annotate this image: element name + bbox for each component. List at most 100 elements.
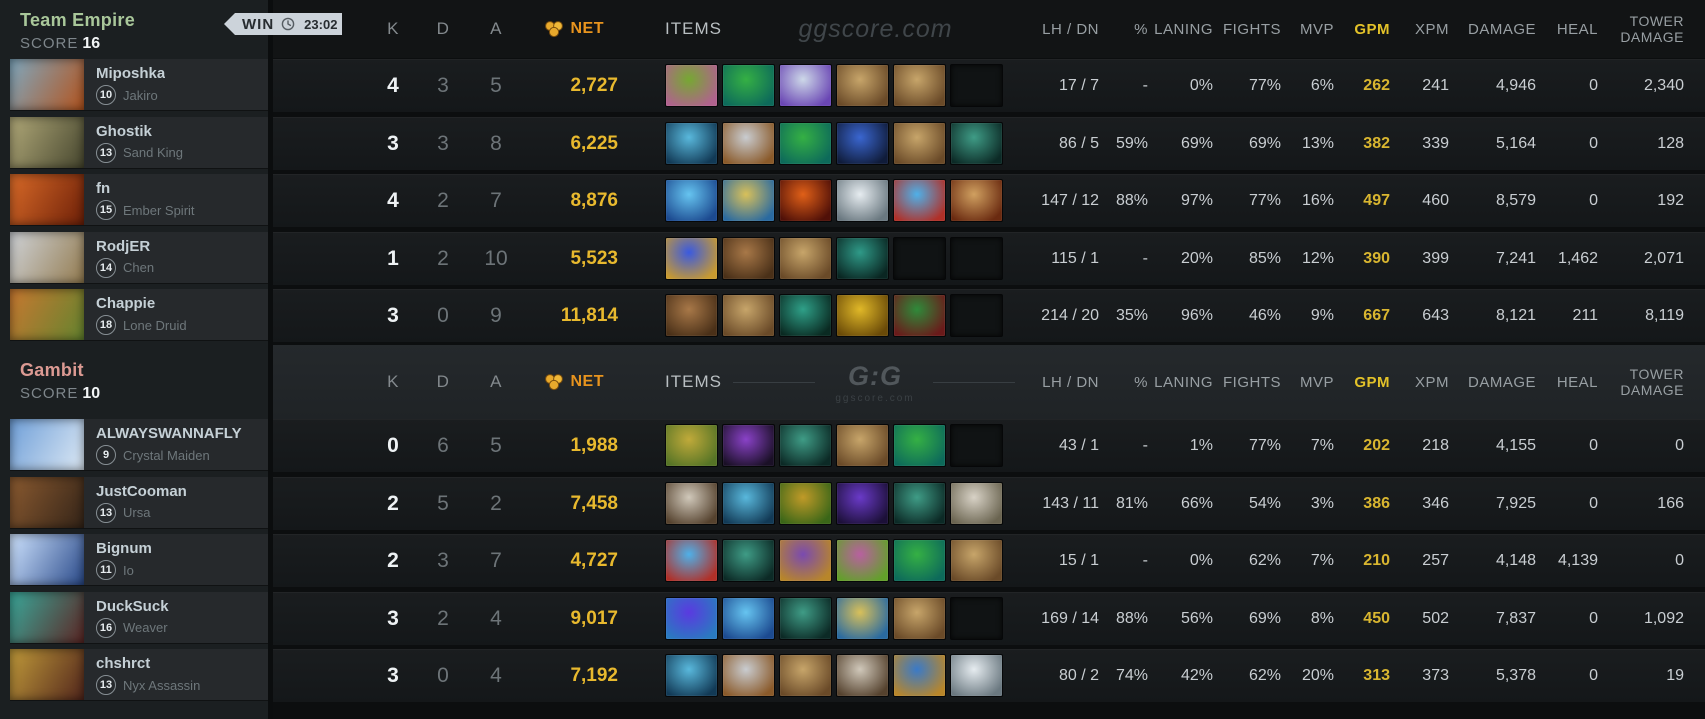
lasthits-denies-value: 169 / 14 xyxy=(1041,609,1099,627)
purple-glove-icon xyxy=(836,481,889,525)
gpm-column-header: GPM xyxy=(1354,20,1390,38)
mvp-value: 7% xyxy=(1310,437,1334,454)
heal-value: 1,462 xyxy=(1557,249,1598,267)
gpm-value: 262 xyxy=(1363,77,1390,94)
deaths-value: 0 xyxy=(437,664,449,687)
white-hammer-icon xyxy=(950,481,1003,525)
player-info: DuckSuck 16 Weaver xyxy=(84,592,169,643)
empty-icon xyxy=(950,236,1003,280)
hero-level-badge: 15 xyxy=(96,200,116,220)
magic-wand-icon xyxy=(836,236,889,280)
xpm-value: 346 xyxy=(1422,494,1449,512)
tower-damage-value: 0 xyxy=(1675,437,1684,454)
mvp-value: 20% xyxy=(1301,667,1334,684)
score-value: 10 xyxy=(82,385,101,402)
player-info: fn 15 Ember Spirit xyxy=(84,174,195,225)
player-card[interactable]: ALWAYSWANNAFLY 9 Crystal Maiden xyxy=(10,419,268,470)
player-nickname: Chappie xyxy=(96,295,156,312)
hero-portrait xyxy=(10,591,84,643)
team-name[interactable]: Gambit xyxy=(20,360,84,380)
xpm-value: 257 xyxy=(1422,552,1449,569)
percent-value: 88% xyxy=(1115,609,1148,627)
quelling-blade-icon xyxy=(722,121,775,165)
magic-stick-icon xyxy=(722,539,775,582)
laning-value: 69% xyxy=(1180,134,1213,152)
player-card[interactable]: Bignum 11 Io xyxy=(10,534,268,585)
hero-portrait xyxy=(10,649,84,700)
empty-icon xyxy=(950,424,1003,467)
divider-line xyxy=(933,382,1015,383)
deaths-value: 3 xyxy=(437,131,449,155)
team-gambit-header: Gambit SCORE 10 xyxy=(20,360,100,403)
mvp-value: 13% xyxy=(1301,134,1334,152)
gpm-value: 497 xyxy=(1363,192,1390,209)
deaths-value: 3 xyxy=(437,549,449,572)
orange-boot-icon xyxy=(950,179,1003,222)
glimmer-cape-icon xyxy=(779,64,832,107)
pink-blob-icon xyxy=(836,539,889,582)
percent-value: 74% xyxy=(1115,667,1148,684)
tp-scroll-icon xyxy=(779,236,832,280)
glowing-dagger-icon xyxy=(665,236,718,280)
tp-scroll-icon xyxy=(779,654,832,697)
laning-value: 97% xyxy=(1180,192,1213,209)
sidebar-divider xyxy=(268,0,273,719)
lasthits-denies-value: 214 / 20 xyxy=(1041,307,1099,324)
player-card[interactable]: chshrct 13 Nyx Assassin xyxy=(10,649,268,700)
player-stats-row: 4 2 7 8,876 147 / 12 88% 97% 77% 16% 497… xyxy=(0,174,1705,227)
tower-damage-value: 19 xyxy=(1666,667,1684,684)
percent-value: 81% xyxy=(1115,494,1148,512)
player-card[interactable]: JustCooman 13 Ursa xyxy=(10,476,268,528)
percent-column-header: % xyxy=(1134,20,1148,38)
fights-value: 77% xyxy=(1248,77,1281,94)
lasthits-denies-value: 43 / 1 xyxy=(1058,437,1099,454)
player-card[interactable]: Miposhka 10 Jakiro xyxy=(10,59,268,110)
tower-damage-header-line1: TOWER xyxy=(1629,366,1684,382)
laning-value: 1% xyxy=(1189,437,1213,454)
item-slots xyxy=(665,294,1003,337)
flame-item-icon xyxy=(779,179,832,222)
items-column-header: ITEMS xyxy=(665,19,722,38)
hero-name: Ursa xyxy=(123,505,151,520)
xpm-column-header: XPM xyxy=(1414,20,1449,38)
player-info: Ghostik 13 Sand King xyxy=(84,117,183,168)
percent-value: 88% xyxy=(1115,192,1148,209)
brown-boots-icon xyxy=(722,236,775,280)
lasthits-denies-value: 80 / 2 xyxy=(1058,667,1099,684)
laning-value: 66% xyxy=(1180,494,1213,512)
items-column-header: ITEMS xyxy=(665,372,722,391)
gpm-value: 450 xyxy=(1363,609,1390,627)
win-label: WIN xyxy=(242,15,275,33)
fights-value: 85% xyxy=(1248,249,1281,267)
percent-value: - xyxy=(1142,437,1148,454)
lasthits-denies-value: 115 / 1 xyxy=(1051,249,1099,267)
net-worth-column-header: NET xyxy=(498,0,618,58)
dust-of-appearance-icon xyxy=(722,424,775,467)
fights-value: 69% xyxy=(1248,134,1281,152)
fights-value: 62% xyxy=(1248,667,1281,684)
lasthits-denies-value: 147 / 12 xyxy=(1041,192,1099,209)
laning-value: 0% xyxy=(1189,77,1213,94)
player-card[interactable]: Ghostik 13 Sand King xyxy=(10,116,268,168)
fights-value: 46% xyxy=(1248,307,1281,324)
player-card[interactable]: RodjER 14 Chen xyxy=(10,231,268,283)
team-name[interactable]: Team Empire xyxy=(20,10,136,30)
heal-value: 0 xyxy=(1589,609,1598,627)
deaths-column-header: D xyxy=(436,19,450,38)
heal-value: 0 xyxy=(1589,134,1598,152)
hero-level-badge: 13 xyxy=(96,142,116,163)
fights-value: 69% xyxy=(1248,609,1281,627)
xpm-value: 399 xyxy=(1422,249,1449,267)
player-card[interactable]: DuckSuck 16 Weaver xyxy=(10,591,268,643)
player-card[interactable]: fn 15 Ember Spirit xyxy=(10,174,268,225)
bottle-icon xyxy=(893,179,946,222)
player-nickname: DuckSuck xyxy=(96,597,169,615)
assists-value: 4 xyxy=(490,664,502,687)
player-nickname: chshrct xyxy=(96,655,151,672)
mvp-value: 9% xyxy=(1310,307,1334,324)
player-info: JustCooman 13 Ursa xyxy=(84,477,187,528)
gold-coins-icon xyxy=(544,373,563,390)
player-card[interactable]: Chappie 18 Lone Druid xyxy=(10,289,268,340)
hero-portrait xyxy=(10,476,84,528)
bottle-icon xyxy=(665,539,718,582)
